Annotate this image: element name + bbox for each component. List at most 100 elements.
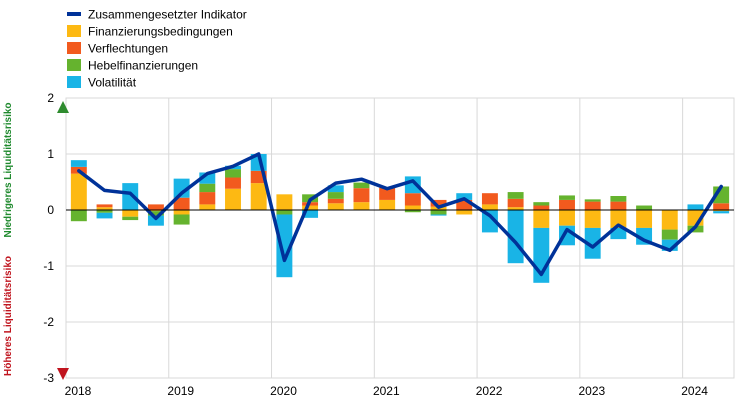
bar-segment [225, 169, 241, 178]
bar-segment [96, 207, 113, 210]
bar-segment [713, 203, 730, 210]
bar-segment [276, 194, 293, 210]
bar-segment [533, 210, 550, 228]
x-tick-label: 2022 [476, 384, 503, 398]
bar-segment [456, 210, 473, 215]
x-tick-label: 2018 [65, 384, 92, 398]
bar-segment [70, 210, 87, 222]
bar-segment [507, 198, 524, 208]
bar-segment [404, 205, 421, 210]
bar-segment [276, 210, 293, 215]
bar-segment [276, 214, 293, 278]
arrow-head-up-icon [57, 101, 69, 113]
legend-swatch-line [67, 12, 81, 16]
bar-segment [661, 229, 678, 240]
bar-segment [353, 188, 370, 203]
y-tick-label: 2 [47, 91, 54, 105]
composite-indicator-line [77, 152, 723, 277]
bar-segment [636, 205, 653, 210]
bar-segment [481, 204, 498, 210]
legend: Zusammengesetzter Indikator Finanzierungs… [67, 8, 247, 90]
bar-segment [584, 199, 601, 202]
bar-segment [533, 202, 550, 206]
y-tick-label: 0 [47, 203, 54, 217]
bar-segment [302, 210, 319, 218]
bar-segment [559, 199, 575, 210]
bar-segment [610, 201, 627, 210]
bar-segment [327, 198, 344, 204]
axes: 2 1 0 -1 -2 -3 2018 2019 2020 2021 2022 2023 2024 [43, 91, 734, 398]
bar-segment [661, 210, 678, 230]
legend-label: Zusammengesetzter Indikator [88, 8, 247, 22]
y-tick-label: -2 [43, 315, 54, 329]
bar-segment [687, 204, 704, 210]
bar-segment [713, 211, 730, 214]
bar-segment [584, 201, 601, 210]
legend-swatch [67, 76, 81, 88]
bar-segment [173, 210, 190, 215]
bar-segment [147, 210, 164, 212]
bar-segment [70, 160, 87, 167]
bar-segment [507, 207, 524, 210]
bar-segment [430, 214, 447, 216]
legend-swatch [67, 25, 81, 37]
bar-segment [661, 239, 678, 251]
bar-segment [507, 192, 524, 199]
legend-label: Volatilität [88, 76, 137, 90]
bar-segment [70, 173, 87, 210]
bar-segment [250, 183, 267, 210]
risk-direction-arrow: Niedrigeres Liquiditätsrisiko Höheres Liq… [3, 101, 69, 380]
gridlines [65, 97, 735, 379]
y-tick-label: -3 [43, 371, 54, 385]
bar-segment [96, 210, 113, 213]
bar-segment [353, 182, 370, 189]
bar-segment [533, 205, 550, 210]
bar-segment [559, 210, 575, 226]
bar-segment [327, 203, 344, 210]
x-tick-label: 2019 [167, 384, 194, 398]
y-tick-label: 1 [47, 147, 54, 161]
bar-segment [122, 216, 139, 221]
bar-segment [430, 210, 447, 215]
bar-segment [379, 199, 396, 210]
bar-segment [122, 210, 139, 217]
bar-segment [610, 210, 627, 228]
legend-swatch [67, 42, 81, 54]
bar-segment [327, 192, 344, 199]
bar-segment [225, 188, 241, 210]
bar-segment [225, 177, 241, 189]
y-tick-label: -1 [43, 259, 54, 273]
bar-segment [147, 204, 164, 210]
x-tick-label: 2024 [681, 384, 708, 398]
bar-segment [199, 204, 216, 210]
x-tick-label: 2023 [578, 384, 605, 398]
bar-segment [199, 183, 216, 193]
bar-segment [147, 215, 164, 226]
bar-segment [96, 204, 113, 208]
bar-segment [559, 195, 575, 200]
bar-segment [199, 172, 216, 184]
bar-segment [584, 227, 601, 259]
x-tick-label: 2020 [270, 384, 297, 398]
lower-risk-label: Höheres Liquiditätsrisiko [3, 256, 14, 376]
bar-segment [353, 202, 370, 210]
bar-segment [327, 185, 344, 193]
bar-segment [481, 193, 498, 205]
bar-segment [173, 197, 190, 210]
x-tick-label: 2021 [373, 384, 400, 398]
stacked-bars [70, 154, 730, 283]
bar-segment [610, 227, 627, 240]
plot-frame [65, 97, 735, 379]
bar-segment [636, 210, 653, 228]
composite-indicator-polyline [77, 152, 723, 277]
arrow-head-down-icon [57, 368, 69, 380]
bar-segment [173, 214, 190, 225]
legend-label: Hebelfinanzierungen [88, 59, 198, 73]
bar-segment [147, 211, 164, 216]
bar-segment [456, 199, 473, 210]
bar-segment [404, 193, 421, 206]
bar-segment [173, 178, 190, 198]
bar-segment [584, 210, 601, 228]
bar-segment [302, 205, 319, 210]
